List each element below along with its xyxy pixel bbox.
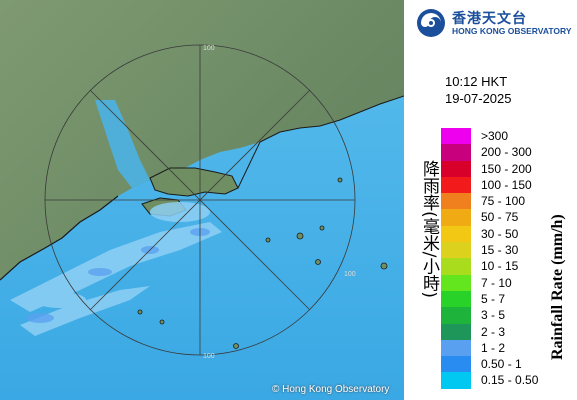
legend-item: 15 - 30 — [441, 242, 577, 259]
legend-item: 30 - 50 — [441, 225, 577, 243]
legend-label: 3 - 5 — [481, 308, 506, 323]
legend-label: 75 - 100 — [481, 194, 526, 209]
legend-item: 100 - 150 — [441, 176, 577, 194]
legend-swatch — [441, 144, 471, 161]
legend-label: 200 - 300 — [481, 145, 532, 160]
coastline-west — [0, 195, 119, 281]
range-rings — [44, 44, 356, 356]
legend-label: 1 - 2 — [481, 340, 506, 355]
rain-cell — [26, 313, 54, 323]
legend-label: 100 - 150 — [481, 177, 532, 192]
rain-band-main — [10, 222, 222, 312]
observatory-logo-icon — [417, 9, 445, 37]
island — [233, 343, 239, 349]
legend-item: 200 - 300 — [441, 144, 577, 161]
rain-cell — [150, 202, 210, 222]
legend-swatch — [441, 307, 471, 324]
legend-item: 5 - 7 — [441, 290, 577, 308]
legend-label: 0.15 - 0.50 — [481, 373, 539, 388]
legend-label: 15 - 30 — [481, 243, 519, 258]
hong-kong-island-group — [149, 167, 239, 197]
coastline-east — [237, 95, 404, 189]
legend-swatch — [441, 372, 471, 389]
legend-item: 0.50 - 1 — [441, 356, 577, 373]
legend-swatch — [441, 193, 471, 210]
organization-name-zh: 香港天文台 — [452, 11, 527, 27]
radar-map: 100 100 100 © Hong Kong Observatory — [0, 0, 404, 400]
legend-item: 1 - 2 — [441, 339, 577, 357]
island — [319, 225, 325, 231]
legend-label: 5 - 7 — [481, 291, 506, 306]
legend-swatch — [441, 274, 471, 291]
legend-label: 7 - 10 — [481, 275, 512, 290]
legend-swatch — [441, 356, 471, 373]
legend-label: 2 - 3 — [481, 324, 506, 339]
legend-swatch — [441, 323, 471, 340]
island — [296, 232, 304, 240]
legend-swatch — [441, 209, 471, 226]
legend-item: 2 - 3 — [441, 323, 577, 340]
legend-item: 10 - 15 — [441, 258, 577, 275]
legend-swatch — [441, 225, 471, 243]
sea-area — [0, 96, 404, 400]
legend-item: 0.15 - 0.50 — [441, 372, 577, 389]
rainfall-legend: >300 200 - 300 150 - 200 100 - 150 75 - 100 5… — [441, 128, 577, 389]
legend-item: 75 - 100 — [441, 193, 577, 210]
legend-label: 50 - 75 — [481, 210, 519, 225]
legend-swatch — [441, 160, 471, 177]
range-ring-label: 100 — [203, 45, 215, 52]
legend-swatch — [441, 339, 471, 357]
legend-label: 0.50 - 1 — [481, 357, 522, 372]
scattered-islands — [137, 177, 388, 349]
legend-swatch — [441, 258, 471, 275]
legend-label: 30 - 50 — [481, 226, 519, 241]
copyright-notice: © Hong Kong Observatory — [272, 384, 390, 395]
legend-item: 150 - 200 — [441, 160, 577, 177]
rain-cell — [34, 292, 86, 308]
legend-swatch — [441, 128, 471, 145]
rain-echoes — [10, 202, 222, 336]
observation-date: 19-07-2025 — [445, 91, 512, 106]
rain-band-south — [20, 286, 150, 336]
legend-swatch — [441, 176, 471, 194]
legend-label: >300 — [481, 129, 509, 143]
legend-title-zh: 降雨率(毫米/小時) — [419, 160, 439, 298]
legend-item: 3 - 5 — [441, 307, 577, 324]
legend-item: 7 - 10 — [441, 274, 577, 291]
island — [380, 262, 388, 270]
island — [159, 319, 165, 325]
radar-map-canvas: 100 100 100 — [0, 0, 404, 400]
legend-item: >300 — [441, 128, 577, 145]
legend-swatch — [441, 290, 471, 308]
island — [337, 177, 343, 183]
legend-title-en: Rainfall Rate (mm/h) — [549, 214, 566, 360]
island — [265, 237, 271, 243]
rain-cell — [88, 268, 112, 276]
observation-time: 10:12 HKT — [445, 74, 508, 89]
legend-label: 10 - 15 — [481, 259, 519, 274]
legend-swatch — [441, 242, 471, 259]
range-ring-label: 100 — [344, 271, 356, 278]
legend-panel: 香港天文台 HONG KONG OBSERVATORY 10:12 HKT 19… — [404, 0, 577, 400]
island — [137, 309, 143, 315]
legend-label: 150 - 200 — [481, 161, 532, 176]
range-ring-label: 100 — [203, 353, 215, 360]
bearing-line — [89, 89, 311, 311]
organization-name-en: HONG KONG OBSERVATORY — [452, 26, 572, 36]
island — [315, 259, 321, 265]
river-estuary — [95, 100, 150, 188]
legend-item: 50 - 75 — [441, 209, 577, 226]
